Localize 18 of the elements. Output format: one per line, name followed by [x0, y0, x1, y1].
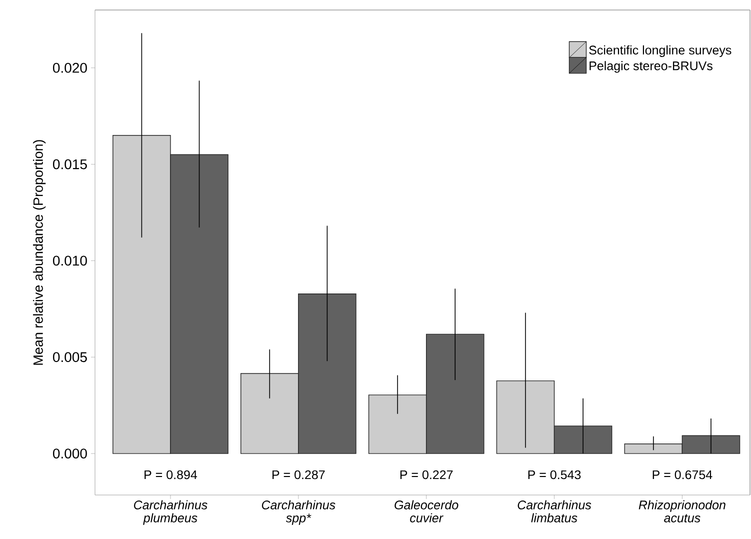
x-tick-label: Galeocerdo cuvier	[394, 500, 458, 522]
y-axis-title: Mean relative abundance (Proportion)	[33, 140, 46, 365]
annotation: P = 0.227	[400, 470, 453, 480]
annotation: P = 0.894	[144, 470, 198, 480]
x-tick-label: Carcharhinus plumbeus	[134, 500, 208, 525]
annotation: P = 0.6754	[652, 470, 712, 480]
y-tick-label: 0.015	[52, 159, 87, 170]
y-tick-label: 0.020	[52, 62, 87, 73]
y-tick-label: 0.005	[52, 352, 87, 362]
x-tick-label: Carcharhinus spp*	[262, 500, 336, 525]
annotation: P = 0.543	[528, 470, 581, 480]
annotation: P = 0.287	[272, 470, 325, 480]
y-tick-label: 0.010	[52, 256, 87, 266]
x-tick-label: Carcharhinus limbatus	[518, 500, 592, 522]
legend-label: Pelagic stereo-BRUVs	[590, 61, 712, 73]
legend-label: Scientific longline surveys	[589, 45, 732, 58]
y-tick-label: 0.000	[52, 448, 87, 458]
x-tick-label: Rhizoprionodon acutus	[638, 500, 726, 522]
